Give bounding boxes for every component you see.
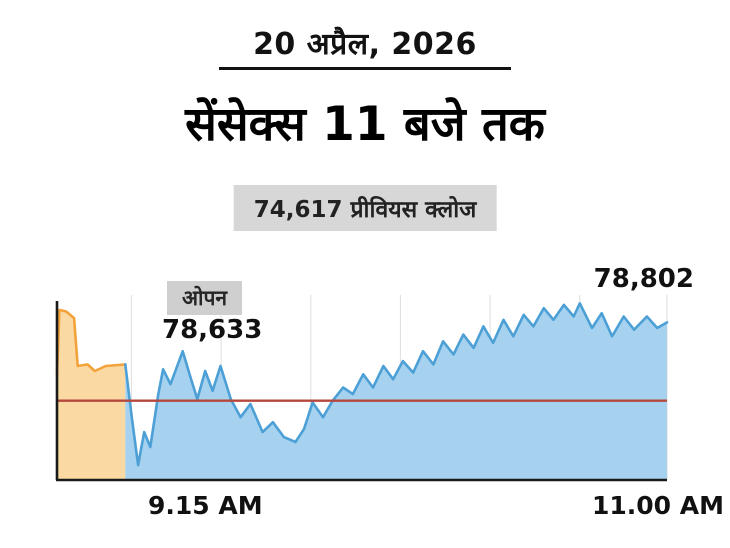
open-label-badge: ओपन bbox=[167, 281, 243, 315]
latest-value-label: 78,802 bbox=[593, 264, 694, 294]
open-value-label: 78,633 bbox=[162, 315, 263, 345]
sensex-area-chart bbox=[55, 295, 669, 482]
date-underline-divider bbox=[219, 67, 511, 70]
page-title: सेंसेक्स 11 बजे तक bbox=[185, 97, 545, 152]
x-axis-label-end: 11.00 AM bbox=[592, 491, 725, 520]
previous-close-badge: 74,617 प्रीवियस क्लोज bbox=[233, 185, 497, 231]
date-label: 20 अप्रैल, 2026 bbox=[253, 27, 477, 62]
x-axis-label-start: 9.15 AM bbox=[148, 491, 263, 520]
